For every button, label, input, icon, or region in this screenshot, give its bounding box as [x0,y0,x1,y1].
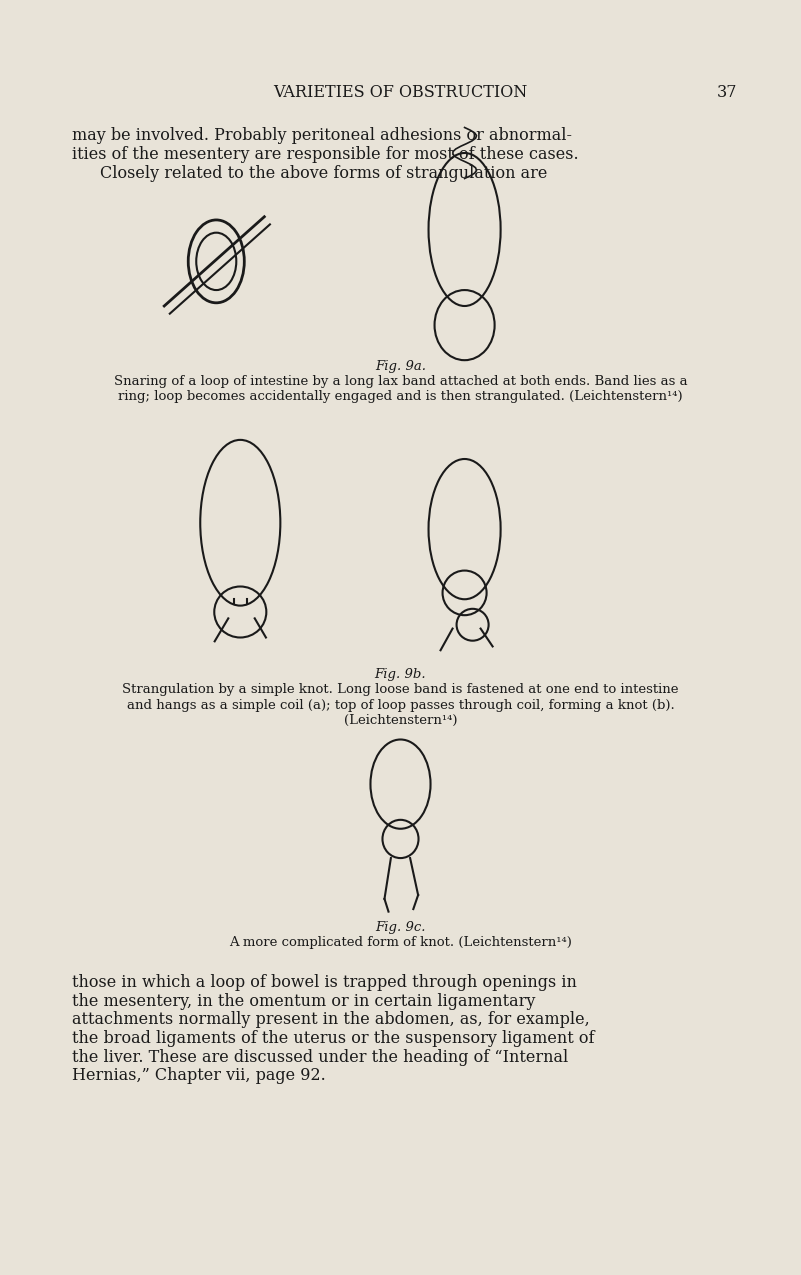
Text: ities of the mesentery are responsible for most of these cases.: ities of the mesentery are responsible f… [72,147,578,163]
Text: A more complicated form of knot. (Leichtenstern¹⁴): A more complicated form of knot. (Leicht… [229,936,572,949]
Text: Snaring of a loop of intestine by a long lax band attached at both ends. Band li: Snaring of a loop of intestine by a long… [114,375,687,388]
Text: Hernias,” Chapter vii, page 92.: Hernias,” Chapter vii, page 92. [72,1067,326,1084]
Text: (Leichtenstern¹⁴): (Leichtenstern¹⁴) [344,714,457,727]
Text: Fig. 9a.: Fig. 9a. [375,360,426,372]
Text: may be involved. Probably peritoneal adhesions or abnormal-: may be involved. Probably peritoneal adh… [72,128,572,144]
Text: Strangulation by a simple knot. Long loose band is fastened at one end to intest: Strangulation by a simple knot. Long loo… [123,683,678,696]
Text: Fig. 9c.: Fig. 9c. [375,921,426,933]
Text: attachments normally present in the abdomen, as, for example,: attachments normally present in the abdo… [72,1011,590,1029]
Text: 37: 37 [716,84,737,101]
Text: Closely related to the above forms of strangulation are: Closely related to the above forms of st… [100,164,548,182]
Text: Fig. 9b.: Fig. 9b. [375,668,426,681]
Text: the liver. These are discussed under the heading of “Internal: the liver. These are discussed under the… [72,1048,569,1066]
Text: those in which a loop of bowel is trapped through openings in: those in which a loop of bowel is trappe… [72,974,577,991]
Text: ring; loop becomes accidentally engaged and is then strangulated. (Leichtenstern: ring; loop becomes accidentally engaged … [119,390,682,403]
Text: the broad ligaments of the uterus or the suspensory ligament of: the broad ligaments of the uterus or the… [72,1030,594,1047]
Text: VARIETIES OF OBSTRUCTION: VARIETIES OF OBSTRUCTION [273,84,528,101]
Text: and hangs as a simple coil (a); top of loop passes through coil, forming a knot : and hangs as a simple coil (a); top of l… [127,699,674,711]
Text: the mesentery, in the omentum or in certain ligamentary: the mesentery, in the omentum or in cert… [72,993,535,1010]
